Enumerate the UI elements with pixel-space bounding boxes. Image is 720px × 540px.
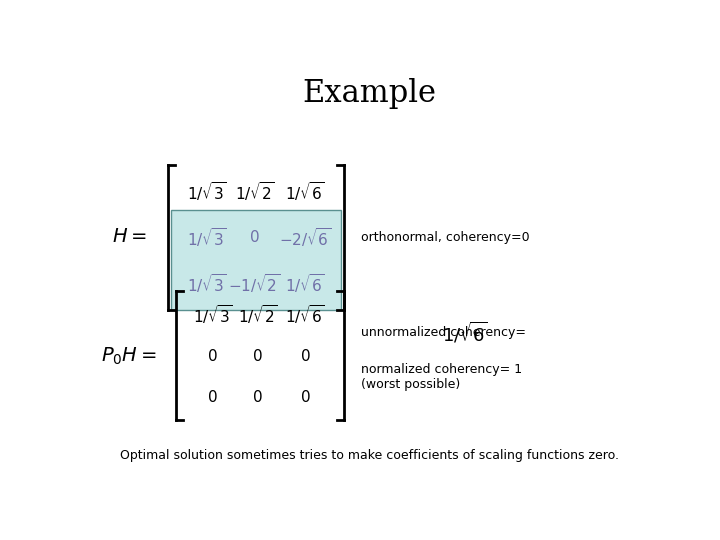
Text: $0$: $0$	[207, 389, 218, 406]
Text: $0$: $0$	[249, 230, 260, 245]
Text: $1/\sqrt{3}$: $1/\sqrt{3}$	[187, 272, 227, 294]
Text: $1/\sqrt{3}$: $1/\sqrt{3}$	[193, 303, 233, 326]
Text: $1/\sqrt{6}$: $1/\sqrt{6}$	[285, 272, 325, 294]
Text: Example: Example	[302, 78, 436, 110]
Text: unnormalized coherency=: unnormalized coherency=	[361, 327, 530, 340]
Text: $1/\sqrt{6}$: $1/\sqrt{6}$	[441, 320, 487, 346]
Text: $1/\sqrt{3}$: $1/\sqrt{3}$	[187, 180, 227, 203]
Text: normalized coherency= 1
(worst possible): normalized coherency= 1 (worst possible)	[361, 363, 522, 390]
Text: $1/\sqrt{3}$: $1/\sqrt{3}$	[187, 226, 227, 249]
Text: $-1/\sqrt{2}$: $-1/\sqrt{2}$	[228, 272, 281, 294]
Text: $0$: $0$	[300, 348, 310, 364]
Text: $0$: $0$	[207, 348, 218, 364]
Text: Optimal solution sometimes tries to make coefficients of scaling functions zero.: Optimal solution sometimes tries to make…	[120, 449, 618, 462]
Text: $1/\sqrt{6}$: $1/\sqrt{6}$	[285, 303, 325, 326]
FancyBboxPatch shape	[171, 211, 341, 310]
Text: $1/\sqrt{6}$: $1/\sqrt{6}$	[285, 180, 325, 203]
Text: $0$: $0$	[252, 389, 263, 406]
Text: $1/\sqrt{2}$: $1/\sqrt{2}$	[235, 180, 274, 203]
Text: $0$: $0$	[300, 389, 310, 406]
Text: $-2/\sqrt{6}$: $-2/\sqrt{6}$	[279, 226, 331, 249]
Text: orthonormal, coherency=0: orthonormal, coherency=0	[361, 231, 529, 244]
Text: $1/\sqrt{2}$: $1/\sqrt{2}$	[238, 303, 277, 326]
Text: $0$: $0$	[252, 348, 263, 364]
Text: $H =$: $H =$	[112, 228, 147, 246]
Text: $P_0H =$: $P_0H =$	[101, 345, 157, 367]
